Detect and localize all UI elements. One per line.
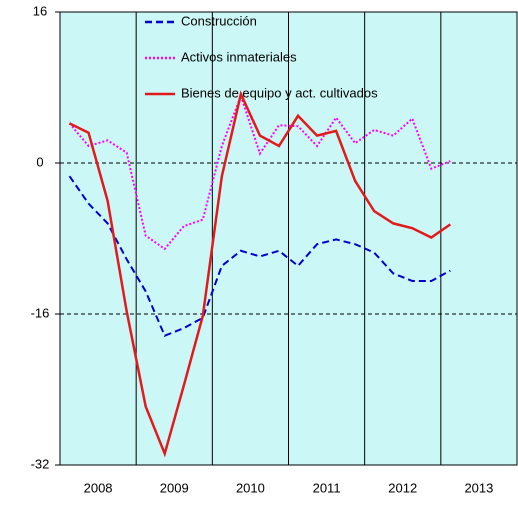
legend-label: Construcción bbox=[181, 13, 257, 28]
y-tick-label: 0 bbox=[36, 154, 43, 169]
y-tick-label: 16 bbox=[33, 3, 47, 18]
series-line bbox=[68, 90, 452, 458]
legend-label: Bienes de equipo y act. cultivados bbox=[181, 85, 378, 100]
series-line bbox=[68, 175, 451, 337]
x-tick-label: 2009 bbox=[160, 480, 189, 495]
y-tick-label: -32 bbox=[31, 456, 50, 471]
series-line bbox=[68, 93, 451, 251]
x-tick-label: 2010 bbox=[236, 480, 265, 495]
y-tick-label: -16 bbox=[31, 305, 50, 320]
x-tick-label: 2011 bbox=[313, 480, 341, 495]
x-tick-label: 2013 bbox=[464, 480, 493, 495]
legend-label: Activos inmateriales bbox=[181, 49, 297, 64]
plot-border bbox=[59, 11, 518, 466]
x-tick-label: 2012 bbox=[388, 480, 417, 495]
x-tick-label: 2008 bbox=[84, 480, 113, 495]
